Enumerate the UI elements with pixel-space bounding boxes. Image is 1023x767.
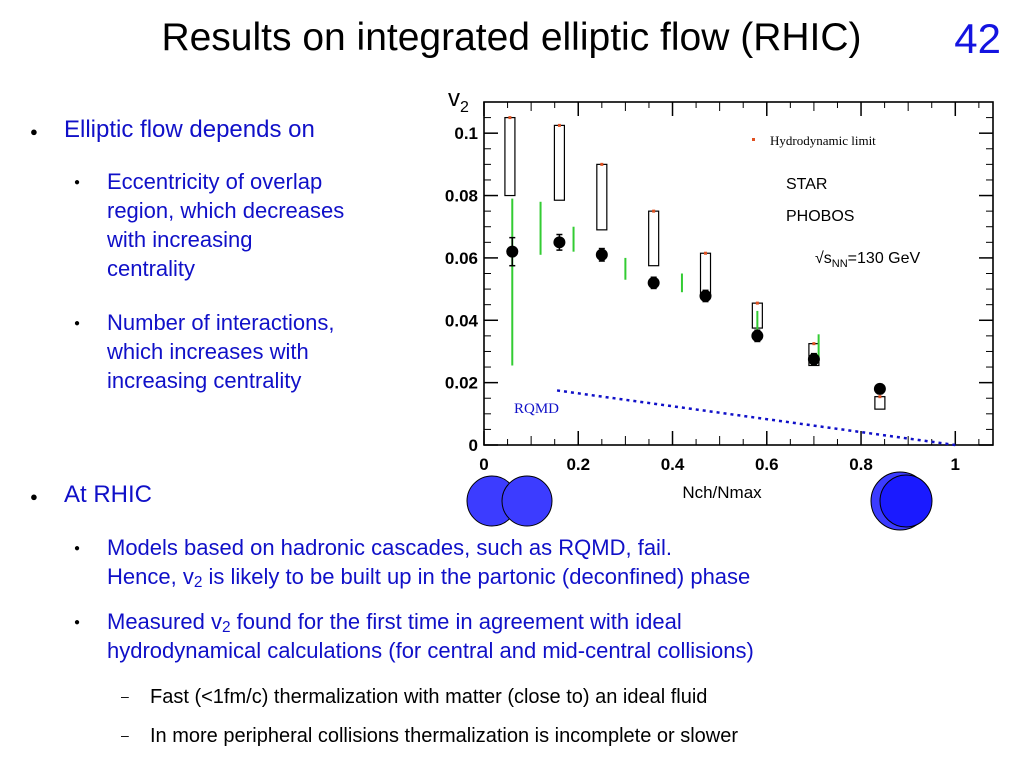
hydro-limit-marker <box>508 116 512 120</box>
rqmd-label: RQMD <box>514 401 559 417</box>
y-tick-label: 0.06 <box>445 249 478 268</box>
star-point <box>553 236 566 249</box>
hydro-limit-marker <box>600 162 604 166</box>
hydro-limit-box <box>553 124 566 201</box>
y-tick-label: 0 <box>469 436 478 455</box>
bullet-at-rhic: At RHIC <box>64 481 153 508</box>
y-axis: 0 0.02 0.04 0.06 0.08 0.1 <box>445 117 993 455</box>
hydro-limit-box <box>648 210 660 267</box>
bullet-measured-v2: Measured v2 found for the first time in … <box>107 609 754 663</box>
nucleus-left-b <box>501 475 553 527</box>
x-tick-label: 0.4 <box>661 455 685 474</box>
star-point <box>699 289 712 302</box>
hydro-limit-marker <box>812 342 816 346</box>
y-tick-label: 0.1 <box>454 124 478 143</box>
slide-title: Results on integrated elliptic flow (RHI… <box>161 16 862 59</box>
x-tick-label: 0.6 <box>755 455 779 474</box>
hydro-limit-box <box>504 116 516 197</box>
bullet-fast-thermalization: Fast (<1fm/c) thermalization with matter… <box>150 686 708 708</box>
energy-label: √sNN=130 GeV <box>815 250 921 270</box>
bullet-interactions: Number of interactions, which increases … <box>107 310 335 393</box>
x-axis: 0 0.2 0.4 0.6 0.8 1 <box>479 102 980 474</box>
x-tick-label: 0.8 <box>849 455 873 474</box>
legend-phobos-label: PHOBOS <box>786 208 854 225</box>
legend-hydro-marker <box>752 138 755 141</box>
star-point <box>595 248 608 261</box>
star-point <box>807 353 820 366</box>
y-tick-label: 0.08 <box>445 187 478 206</box>
y-tick-label: 0.04 <box>445 311 479 330</box>
star-point <box>647 276 660 289</box>
bullet-peripheral: In more peripheral collisions thermaliza… <box>150 725 739 747</box>
legend-hydro-label: Hydrodynamic limit <box>770 133 876 148</box>
star-series <box>506 233 886 395</box>
x-axis-label: Nch/Nmax <box>682 483 762 502</box>
x-tick-label: 0.2 <box>566 455 590 474</box>
nucleus-right-b <box>879 474 933 528</box>
rqmd-curve <box>556 389 956 447</box>
slide-number: 42 <box>954 15 1001 62</box>
hydro-limit-box <box>874 396 886 410</box>
legend-star-label: STAR <box>786 176 827 193</box>
plot-frame <box>483 101 994 446</box>
bullet-hadronic-cascades: Models based on hadronic cascades, such … <box>107 535 751 591</box>
star-point <box>873 382 886 395</box>
bullet-eccentricity: Eccentricity of overlap region, which de… <box>107 169 345 281</box>
hydro-limit-marker <box>704 251 708 255</box>
nucleus-peripheral <box>870 471 933 531</box>
hydro-limit-marker <box>557 123 561 127</box>
x-tick-label: 0 <box>479 455 488 474</box>
hydro-series <box>504 116 886 410</box>
star-point <box>506 245 519 258</box>
star-point <box>751 329 764 342</box>
bullet-elliptic-flow: Elliptic flow depends on <box>64 116 315 143</box>
nucleus-central <box>466 475 553 527</box>
hydro-limit-marker <box>652 209 656 213</box>
y-axis-label: v2 <box>448 85 469 116</box>
x-tick-label: 1 <box>951 455 960 474</box>
y-tick-label: 0.02 <box>445 374 478 393</box>
hydro-limit-box <box>596 163 608 231</box>
hydro-limit-marker <box>755 301 759 305</box>
legend: Hydrodynamic limit STAR PHOBOS <box>752 133 876 225</box>
phobos-series <box>511 198 820 366</box>
hydro-limit-marker <box>878 395 882 399</box>
